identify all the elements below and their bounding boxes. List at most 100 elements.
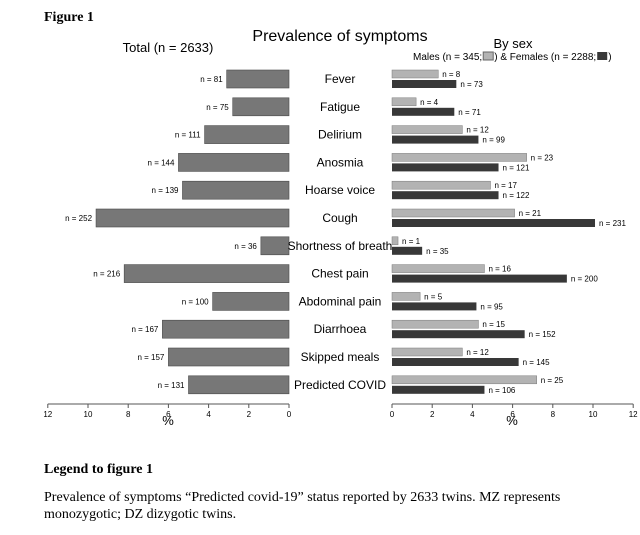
legend-males-text: Males (n = 345; [413, 52, 482, 63]
category-label-fever: Fever [325, 72, 356, 86]
left-panel-title: Total (n = 2633) [123, 40, 214, 55]
left-tick-label-2: 2 [247, 410, 252, 419]
male-label-chest-pain: n = 16 [488, 265, 511, 274]
female-label-predicted-covid: n = 106 [488, 386, 515, 395]
female-bar-anosmia [392, 163, 499, 172]
total-label-skipped-meals: n = 157 [137, 353, 164, 362]
female-label-skipped-meals: n = 145 [523, 358, 550, 367]
left-x-axis-label: % [162, 413, 174, 428]
right-value-labels-group: n = 8n = 73n = 4n = 71n = 12n = 99n = 23… [402, 70, 626, 395]
total-bar-diarrhoea [162, 319, 290, 339]
legend-female-swatch [597, 52, 608, 60]
female-bar-shortness-of-breath [392, 246, 423, 255]
total-label-shortness-of-breath: n = 36 [234, 242, 257, 251]
total-label-cough: n = 252 [65, 214, 92, 223]
male-bar-chest-pain [391, 264, 485, 273]
right-tick-label-0: 0 [390, 410, 395, 419]
male-bar-shortness-of-breath [391, 236, 399, 246]
total-bar-shortness-of-breath [260, 236, 290, 256]
category-label-shortness-of-breath: Shortness of breath [288, 239, 393, 253]
chart-title: Prevalence of symptoms [252, 28, 427, 45]
right-tick-label-4: 4 [470, 410, 475, 419]
male-bar-anosmia [391, 153, 527, 162]
total-label-predicted-covid: n = 131 [158, 381, 185, 390]
total-bar-hoarse-voice [182, 180, 290, 200]
category-label-anosmia: Anosmia [317, 155, 364, 169]
left-value-labels-group: n = 81 n = 75 n = 111 n = 144 n = 139 n = 252… [65, 75, 257, 390]
right-bars-group [391, 69, 596, 394]
prevalence-chart: Prevalence of symptoms Total (n = 2633) … [43, 28, 638, 428]
total-label-hoarse-voice: n = 139 [152, 186, 179, 195]
total-bar-delirium [204, 125, 290, 144]
total-bar-cough [95, 208, 290, 228]
legend-suffix-text: ) [608, 52, 611, 63]
male-label-delirium: n = 12 [466, 126, 489, 135]
female-bar-predicted-covid [392, 385, 485, 394]
category-label-fatigue: Fatigue [320, 100, 360, 114]
total-label-anosmia: n = 144 [148, 158, 175, 167]
total-label-diarrhoea: n = 167 [131, 325, 158, 334]
male-label-abdominal-pain: n = 5 [424, 292, 443, 301]
total-bar-chest-pain [123, 264, 290, 283]
male-label-anosmia: n = 23 [531, 153, 554, 162]
right-tick-label-2: 2 [430, 410, 435, 419]
right-panel-legend: Males (n = 345; ) & Females (n = 2288; ) [413, 51, 612, 63]
left-tick-label-6: 6 [166, 410, 171, 419]
male-bar-fatigue [391, 97, 417, 107]
figure-caption: Prevalence of symptoms “Predicted covid-… [44, 490, 561, 522]
male-label-cough: n = 21 [519, 209, 542, 218]
female-bar-cough [392, 219, 596, 227]
figure-label: Figure 1 [44, 10, 94, 25]
total-bar-anosmia [178, 153, 290, 172]
male-label-shortness-of-breath: n = 1 [402, 237, 421, 246]
female-bar-diarrhoea [392, 330, 525, 339]
legend-heading: Legend to figure 1 [44, 462, 154, 477]
male-label-fever: n = 8 [442, 70, 461, 79]
male-label-diarrhoea: n = 15 [482, 320, 505, 329]
total-label-fatigue: n = 75 [206, 103, 229, 112]
left-tick-label-10: 10 [84, 410, 93, 419]
female-label-chest-pain: n = 200 [571, 275, 598, 284]
male-bar-abdominal-pain [391, 292, 421, 301]
total-label-abdominal-pain: n = 100 [182, 297, 209, 306]
male-label-skipped-meals: n = 12 [466, 348, 489, 357]
right-tick-label-6: 6 [510, 410, 515, 419]
female-label-delirium: n = 99 [482, 136, 505, 145]
total-label-fever: n = 81 [200, 75, 223, 84]
category-label-hoarse-voice: Hoarse voice [305, 183, 375, 197]
female-bar-skipped-meals [392, 358, 519, 366]
female-bar-fever [392, 80, 457, 88]
right-x-axis: 0 2 4 6 8 10 12 [390, 403, 638, 419]
female-bar-chest-pain [392, 274, 567, 283]
total-label-chest-pain: n = 216 [93, 270, 120, 279]
left-tick-label-8: 8 [126, 410, 131, 419]
female-label-diarrhoea: n = 152 [529, 330, 556, 339]
male-bar-skipped-meals [391, 347, 463, 357]
left-x-axis: 12 10 8 6 4 2 0 [43, 403, 292, 419]
category-label-predicted-covid: Predicted COVID [294, 378, 386, 392]
total-bar-predicted-covid [188, 375, 290, 395]
male-bar-hoarse-voice [391, 180, 491, 190]
male-bar-delirium [391, 125, 463, 134]
female-label-abdominal-pain: n = 95 [480, 302, 503, 311]
female-label-cough: n = 231 [599, 219, 626, 228]
left-bars-group [95, 69, 290, 395]
category-label-delirium: Delirium [318, 128, 362, 142]
right-tick-label-8: 8 [551, 410, 556, 419]
male-bar-diarrhoea [391, 319, 479, 329]
left-tick-label-4: 4 [206, 410, 211, 419]
right-panel-title: By sex [493, 36, 533, 51]
female-bar-delirium [392, 135, 479, 144]
female-bar-fatigue [392, 107, 455, 116]
female-bar-abdominal-pain [392, 302, 477, 311]
category-label-cough: Cough [322, 211, 357, 225]
female-label-shortness-of-breath: n = 35 [426, 247, 449, 256]
left-tick-label-12: 12 [43, 410, 52, 419]
male-label-hoarse-voice: n = 17 [494, 181, 517, 190]
category-labels-group: Fever Fatigue Delirium Anosmia Hoarse voice C… [288, 72, 393, 392]
total-bar-abdominal-pain [212, 292, 290, 311]
category-label-abdominal-pain: Abdominal pain [299, 294, 382, 308]
female-label-fever: n = 73 [460, 80, 483, 89]
right-tick-label-10: 10 [589, 410, 598, 419]
right-x-axis-label: % [506, 413, 518, 428]
